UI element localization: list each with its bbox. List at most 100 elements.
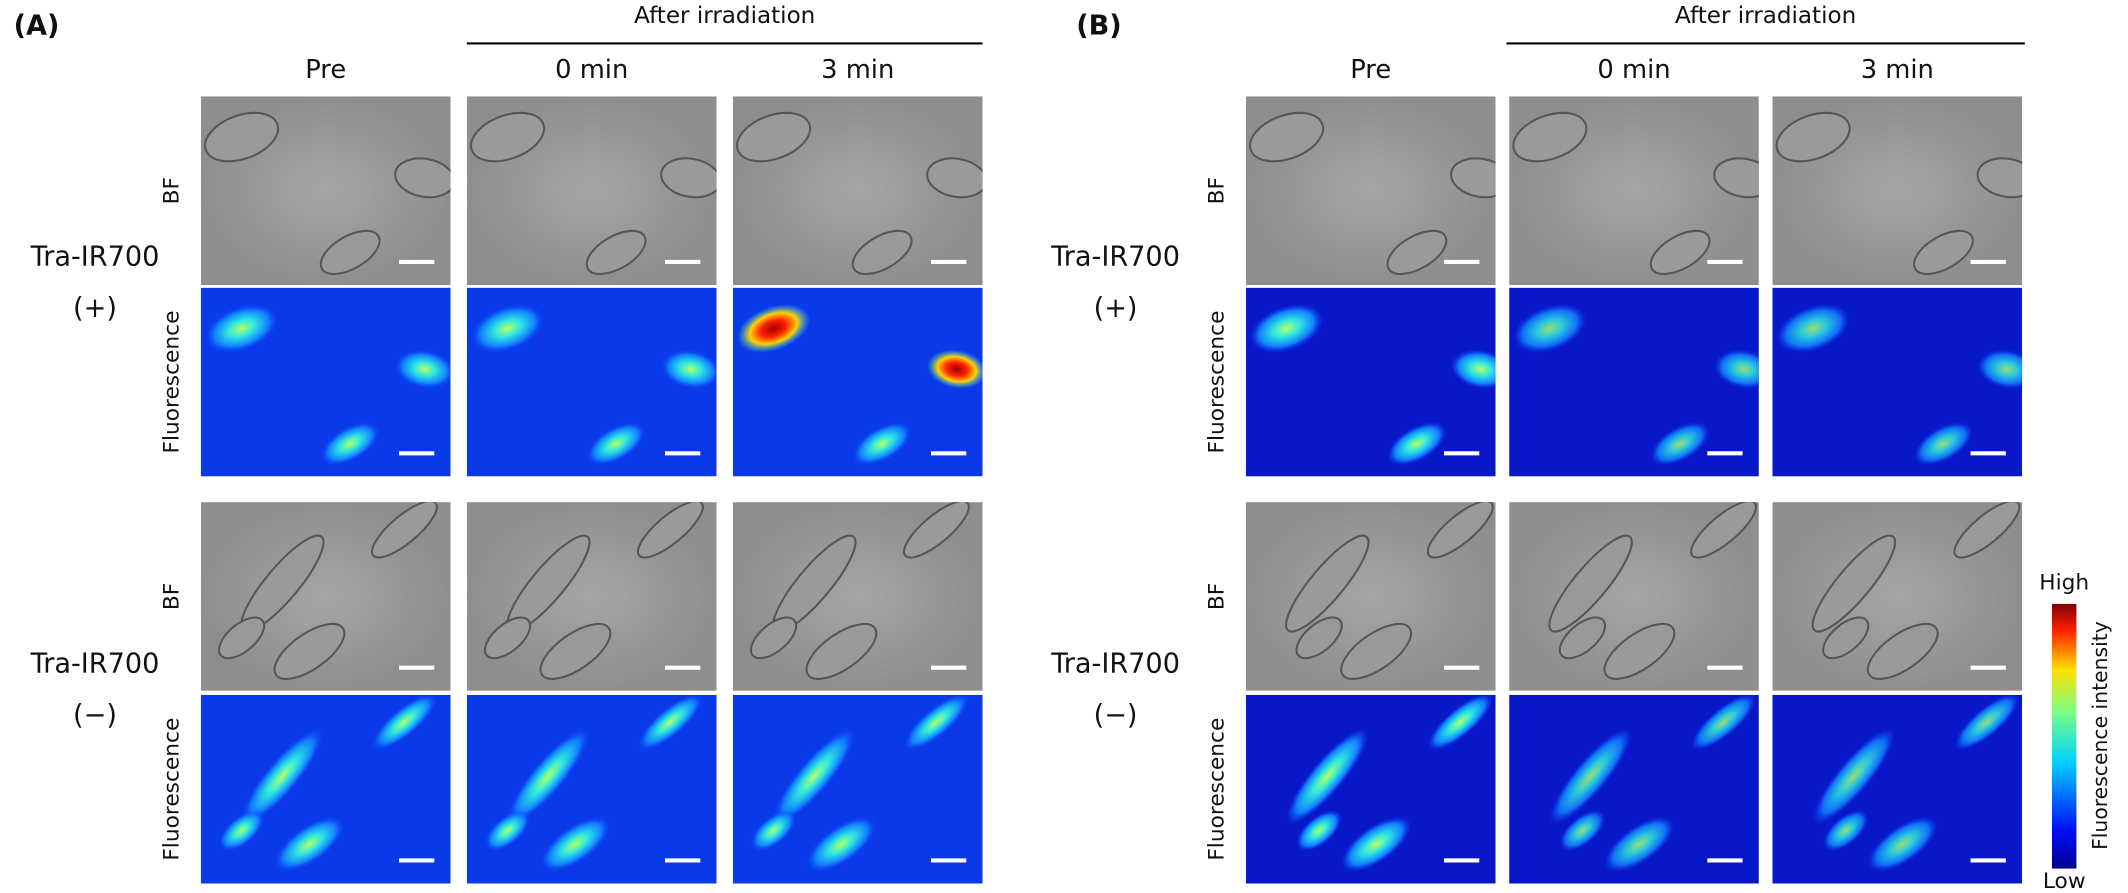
cell-outline <box>736 111 812 163</box>
cell-outline <box>1976 157 2023 199</box>
cell-signal <box>1559 810 1605 851</box>
condition-label: Tra-IR700 <box>30 241 160 272</box>
cell-signal <box>1250 304 1324 353</box>
cell-signal <box>471 304 545 353</box>
cell-outline <box>1603 622 1676 680</box>
colorbar-title: Fluorescence intensity <box>2088 621 2112 850</box>
cell-signal <box>507 728 590 825</box>
bf-image <box>466 502 717 691</box>
cell-outline <box>1558 616 1606 660</box>
cell-signal <box>540 816 611 872</box>
colorbar-low: Low <box>2043 869 2086 893</box>
bf-image <box>1772 502 2023 691</box>
cell-signal <box>904 694 969 751</box>
cell-outline <box>371 502 438 559</box>
column-header: Pre <box>1350 55 1391 85</box>
bf-image <box>732 96 983 285</box>
cell-signal <box>1650 422 1710 466</box>
cell-signal <box>1776 304 1850 353</box>
fluorescence-image <box>200 287 451 477</box>
cell-signal <box>852 422 912 466</box>
cell-outline <box>1913 229 1974 275</box>
channel-label: BF <box>1204 583 1229 610</box>
cell-signal <box>1977 349 2023 389</box>
channel-label: BF <box>159 583 184 610</box>
bf-image <box>1772 96 2023 285</box>
cell-outline <box>319 229 381 275</box>
cell-signal <box>1451 349 1496 389</box>
cell-outline <box>1713 157 1759 199</box>
cell-signal <box>485 810 531 851</box>
fluorescence-image <box>1772 694 2023 884</box>
cell-outline <box>805 622 878 680</box>
cell-signal <box>773 728 856 825</box>
channel-label: Fluorescence <box>1204 311 1229 454</box>
group-header: After irradiation <box>1675 3 1856 29</box>
fluorescence-image <box>200 694 451 884</box>
channel-label: Fluorescence <box>1204 718 1229 861</box>
group-header: After irradiation <box>634 3 815 29</box>
cell-outline <box>926 157 983 199</box>
cell-outline <box>1285 534 1370 633</box>
cell-outline <box>1811 534 1897 633</box>
column-header: Pre <box>305 55 346 85</box>
condition-label: Tra-IR700 <box>1050 649 1180 680</box>
bf-image <box>200 502 451 691</box>
fluorescence-image <box>466 694 717 884</box>
colorbar <box>2052 603 2077 869</box>
cell-signal <box>395 349 451 389</box>
cell-signal <box>1691 694 1756 751</box>
bf-image <box>1245 502 1496 691</box>
channel-label: BF <box>159 177 184 204</box>
bf-image <box>466 96 717 285</box>
fluorescence-image <box>1772 287 2023 477</box>
cell-outline <box>1775 111 1851 163</box>
cell-signal <box>320 422 380 466</box>
cell-outline <box>1426 502 1494 559</box>
cell-signal <box>1867 816 1938 872</box>
cell-signal <box>219 810 265 851</box>
panel-label: (A) <box>14 11 60 42</box>
cell-signal <box>1549 728 1632 825</box>
cell-outline <box>1649 229 1711 275</box>
fluorescence-image <box>732 287 983 477</box>
cell-outline <box>1690 502 1757 559</box>
bf-image <box>1245 96 1496 285</box>
channel-label: Fluorescence <box>159 718 184 861</box>
bf-image <box>732 502 983 691</box>
condition-sign: (−) <box>1094 700 1138 731</box>
cell-outline <box>394 157 451 199</box>
column-header: 0 min <box>555 55 628 85</box>
fluorescence-image <box>732 694 983 884</box>
cell-signal <box>1954 694 2020 751</box>
condition-label: Tra-IR700 <box>30 649 160 680</box>
cell-outline <box>1340 622 1413 680</box>
cell-signal <box>1341 816 1411 872</box>
cell-signal <box>661 349 717 389</box>
cell-signal <box>241 728 324 825</box>
condition-label: Tra-IR700 <box>1050 241 1180 272</box>
cell-signal <box>806 816 877 872</box>
cell-signal <box>927 349 983 389</box>
cell-outline <box>750 616 798 660</box>
cell-signal <box>205 304 279 353</box>
cell-outline <box>470 111 546 163</box>
fluorescence-image <box>1245 287 1496 477</box>
fluorescence-image <box>466 287 717 477</box>
cell-outline <box>204 111 280 163</box>
cell-signal <box>751 810 797 851</box>
colorbar-high: High <box>2039 571 2089 596</box>
cell-outline <box>1866 622 1939 680</box>
cell-outline <box>539 622 612 680</box>
cell-outline <box>903 502 970 559</box>
column-header: 3 min <box>1861 55 1934 85</box>
bf-image <box>1509 96 1759 285</box>
column-header: 3 min <box>821 55 894 85</box>
bf-image <box>1509 502 1759 691</box>
cell-outline <box>1548 534 1633 633</box>
cell-signal <box>1427 694 1493 751</box>
cell-signal <box>1286 728 1369 825</box>
cell-signal <box>737 304 811 353</box>
